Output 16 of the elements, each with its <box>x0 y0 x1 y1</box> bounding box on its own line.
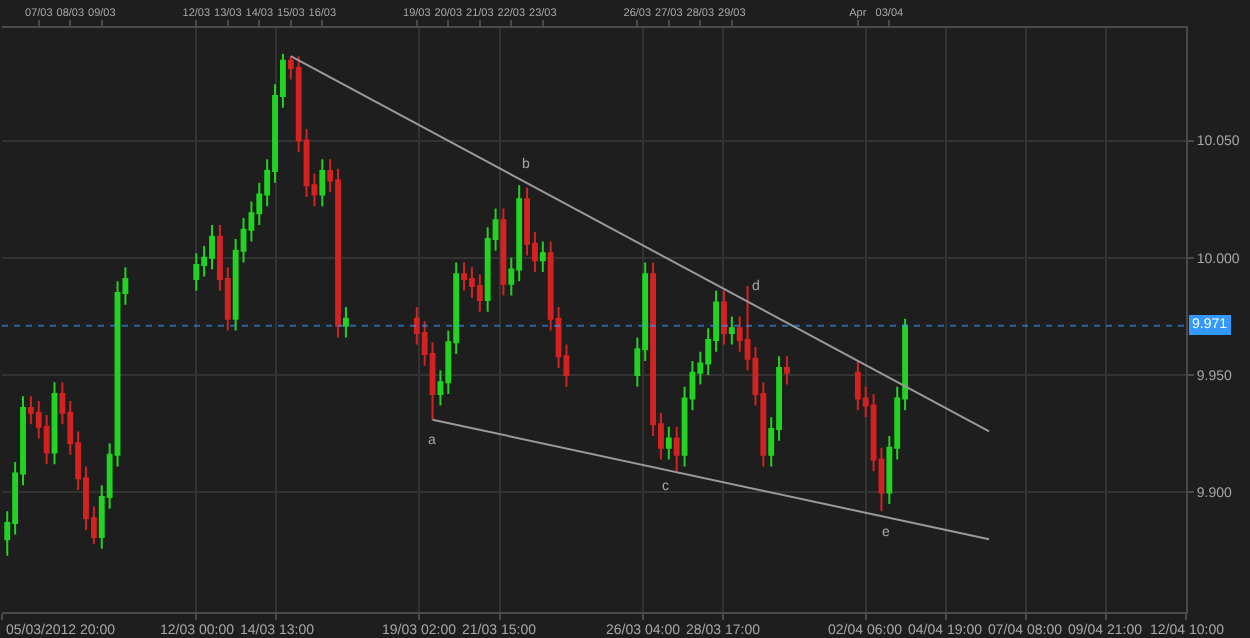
candlestick <box>342 306 349 339</box>
candlestick <box>193 252 200 292</box>
candlestick <box>319 158 326 208</box>
candlestick <box>209 224 215 271</box>
candlestick <box>673 425 680 473</box>
candlestick <box>335 167 341 339</box>
candlestick <box>665 425 672 461</box>
candlestick <box>51 381 58 466</box>
candlestick <box>539 240 546 273</box>
candlestick <box>721 289 727 346</box>
candlestick <box>784 355 790 386</box>
candlestick <box>500 207 507 297</box>
candlestick <box>476 273 483 313</box>
candlestick <box>854 360 861 412</box>
candlestick <box>728 315 735 346</box>
candlestick <box>461 261 467 292</box>
